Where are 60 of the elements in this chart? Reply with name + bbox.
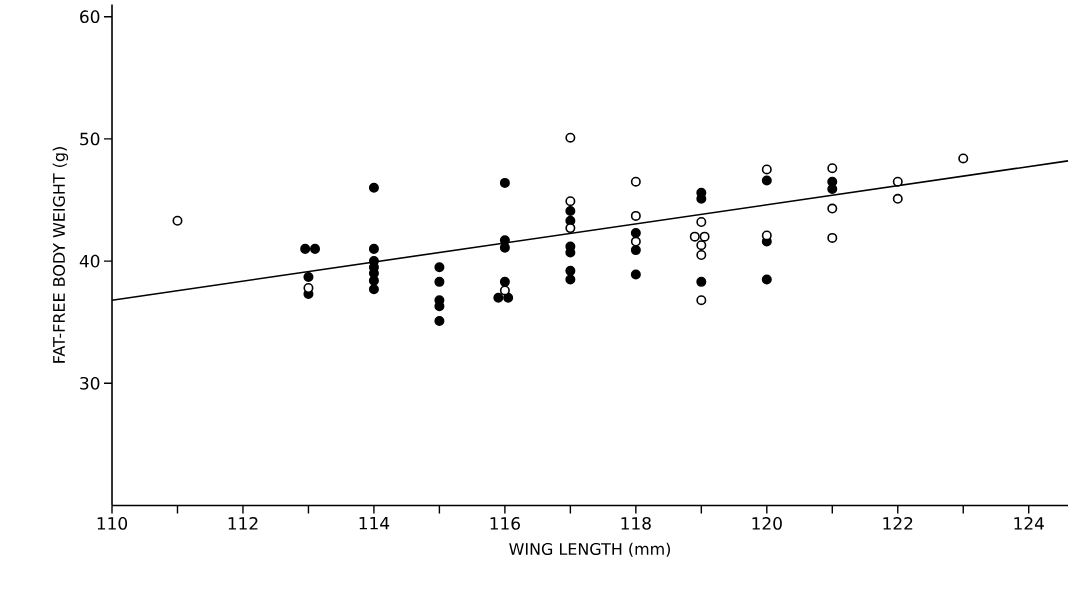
point (630, 227, 641, 238)
point (827, 203, 838, 214)
y-axis-title: FAT-FREE BODY WEIGHT (g) (52, 147, 69, 363)
x-tick-label: 122 (883, 517, 913, 530)
point (565, 132, 576, 143)
point (827, 232, 838, 243)
point (368, 275, 379, 286)
point (696, 276, 707, 287)
point (827, 184, 838, 194)
point (630, 269, 641, 280)
x-tick-label: 120 (752, 517, 782, 530)
point (368, 243, 379, 254)
point (696, 295, 707, 306)
y-tick-label: 50 (80, 132, 100, 146)
point (699, 231, 710, 242)
x-tick-label: 112 (228, 517, 258, 530)
point (310, 243, 320, 254)
y-tick-label: 40 (79, 254, 100, 268)
x-tick-label: 116 (490, 517, 520, 530)
point (696, 216, 707, 227)
point (630, 176, 641, 187)
point (499, 285, 510, 296)
y-tick-label: 60 (80, 10, 100, 24)
point (630, 236, 641, 247)
point (630, 210, 641, 221)
point (958, 153, 969, 164)
point (761, 274, 772, 285)
x-tick-label: 124 (1014, 517, 1044, 530)
point (827, 163, 838, 174)
point (434, 276, 445, 287)
point (696, 249, 707, 260)
point (368, 182, 379, 193)
point (503, 292, 514, 303)
point (761, 175, 772, 186)
point (434, 315, 445, 326)
point (565, 223, 576, 234)
x-tick-label: 114 (359, 517, 390, 530)
x-tick-label: 110 (97, 517, 128, 530)
point (493, 292, 504, 303)
point (303, 282, 314, 293)
point (689, 231, 700, 242)
y-tick-label: 30 (80, 376, 100, 390)
x-tick-label: 118 (621, 517, 651, 530)
point (434, 262, 445, 273)
point (696, 240, 707, 251)
point (892, 176, 903, 187)
point (565, 265, 576, 276)
point (761, 164, 772, 175)
point (565, 196, 576, 207)
point (368, 284, 379, 295)
point (892, 193, 903, 204)
point (499, 276, 510, 287)
x-axis-title: WING LENGTH (mm) (509, 542, 671, 557)
point (630, 245, 641, 256)
point (303, 271, 314, 282)
point (172, 215, 183, 226)
point (499, 177, 510, 188)
point (300, 243, 311, 254)
point (565, 274, 576, 285)
point (565, 205, 576, 216)
